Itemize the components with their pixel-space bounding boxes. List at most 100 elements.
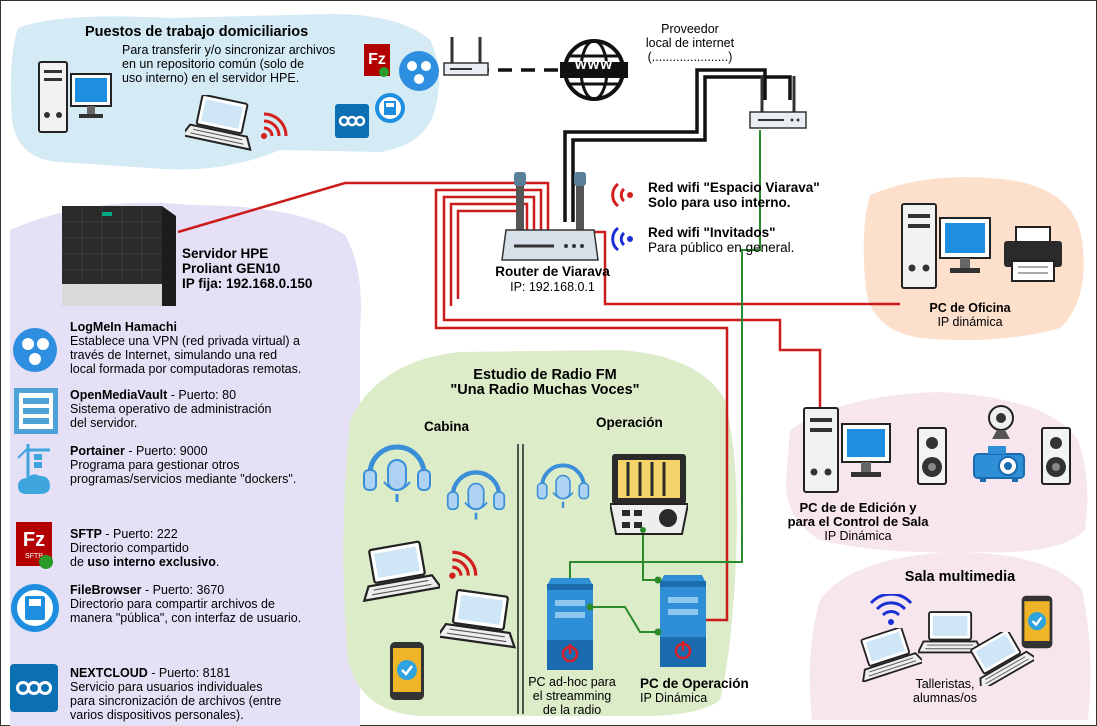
www-label: www (574, 56, 613, 73)
hamachi-icon (399, 51, 439, 91)
service-name-portainer: Portainer (70, 444, 125, 458)
adhoc-label-3: de la radio (542, 703, 602, 717)
isp-label-3: (......................) (647, 50, 733, 64)
wifi-internal-title: Red wifi "Espacio Viarava" (648, 180, 820, 195)
wifi-red-icon (611, 182, 633, 208)
service-port-filebrowser: - Puerto: 3670 (141, 583, 225, 597)
studio-operacion-label: Operación (596, 415, 663, 430)
service-name-hamachi: LogMeIn Hamachi (70, 320, 177, 334)
service-title-omv: OpenMediaVault - Puerto: 80 (70, 388, 236, 402)
studio-title-1: Estudio de Radio FM (473, 367, 617, 383)
wifi-guest-sub: Para público en general. (648, 240, 795, 255)
studio-zone (343, 350, 737, 716)
media-title: Sala multimedia (904, 569, 1016, 585)
openmediavault-icon (14, 388, 58, 434)
printer-icon (1004, 226, 1062, 282)
service-port-sftp: - Puerto: 222 (101, 527, 178, 541)
studio-divider (517, 444, 524, 714)
router-ip: IP: 192.168.0.1 (510, 280, 595, 294)
office-pc-ip: IP dinámica (937, 315, 1003, 329)
nextcloud-icon (10, 664, 58, 712)
svg-text:SFTP: SFTP (25, 553, 43, 560)
service-desc-line: para sincronización de archivos (entre (70, 694, 282, 708)
edit-pc-ip: IP Dinámica (824, 529, 892, 543)
wifi-blue-icon (611, 226, 633, 252)
server-name: Servidor HPE (182, 246, 269, 261)
home-zone (10, 14, 439, 170)
service-desc-line: Servicio para usuarios individuales (70, 680, 263, 694)
edit-pc-icon (803, 407, 891, 493)
wifi-blue-icon (870, 594, 912, 625)
edit-pc-line-1: PC de de Edición y (799, 500, 917, 515)
speaker-icon (917, 427, 947, 485)
svg-text:Fz: Fz (23, 529, 45, 551)
service-desc-line: Directorio compartido (70, 541, 189, 555)
service-port-omv: - Puerto: 80 (167, 388, 237, 402)
headset-mic-icon (536, 463, 590, 508)
server-ip: IP fija: 192.168.0.150 (182, 276, 313, 291)
sftp-suffix: . (215, 555, 220, 569)
office-pc-name: PC de Oficina (929, 301, 1011, 315)
sftp-bold: uso interno exclusivo (87, 555, 216, 569)
hamachi-icon (13, 328, 57, 372)
service-desc-line: Programa para gestionar otros (70, 458, 240, 472)
operation-pc-name: PC de Operación (640, 676, 749, 691)
service-name-filebrowser: FileBrowser (70, 583, 142, 597)
speaker-icon (1041, 427, 1071, 485)
hpe-server-icon (62, 206, 176, 306)
media-users-1: Talleristas, (915, 677, 975, 691)
service-name-omv: OpenMediaVault (70, 388, 168, 402)
service-desc-line: Directorio para compartir archivos de (70, 597, 275, 611)
service-desc-line: través de Internet, simulando una red (70, 348, 278, 362)
service-desc-line: local formada por computadoras remotas. (70, 362, 302, 376)
wan-cables (475, 68, 792, 222)
portainer-icon (17, 444, 50, 494)
service-port-portainer: - Puerto: 9000 (124, 444, 208, 458)
laptop-icon (860, 628, 922, 682)
service-title-nextcloud: NEXTCLOUD - Puerto: 8181 (70, 666, 230, 680)
service-port-nextcloud: - Puerto: 8181 (147, 666, 231, 680)
modem-router-icon (443, 37, 489, 76)
service-desc-line: programas/servicios mediante "dockers". (70, 472, 297, 486)
nextcloud-icon (335, 104, 369, 138)
studio-title-2: "Una Radio Muchas Voces" (450, 382, 640, 398)
server-zone (10, 202, 361, 726)
desktop-pc-icon (38, 61, 112, 133)
home-title: Puestos de trabajo domiciliarios (85, 24, 309, 40)
adhoc-pc-icon (547, 578, 593, 670)
filezilla-icon: Fz (364, 44, 390, 77)
wifi-internal-sub: Solo para uso interno. (648, 195, 791, 210)
projector-icon (973, 446, 1025, 482)
service-desc-line: manera "pública", con interfaz de usuari… (70, 611, 302, 625)
wifi-signal-icon (261, 112, 288, 139)
operation-pc-ip: IP Dinámica (640, 691, 708, 705)
laptop-icon (440, 588, 517, 649)
service-title-portainer: Portainer - Puerto: 9000 (70, 444, 208, 458)
service-desc-line: del servidor. (70, 416, 138, 430)
studio-cables (569, 130, 761, 633)
adhoc-label-2: el streamming (532, 689, 612, 703)
media-users-2: alumnas/os (913, 691, 977, 705)
laptop-icon (362, 540, 440, 603)
isp-label-1: Proveedor (661, 22, 719, 36)
service-desc-line: Establece una VPN (red privada virtual) … (70, 334, 300, 348)
service-desc-line: varios dispositivos personales). (70, 708, 244, 722)
operation-pc-icon (660, 575, 706, 667)
headset-mic-icon (363, 444, 431, 502)
edit-pc-line-2: para el Control de Sala (787, 514, 929, 529)
laptop-icon (918, 611, 984, 654)
filebrowser-icon (11, 584, 59, 632)
headset-mic-icon (446, 470, 506, 520)
www-globe-icon (560, 39, 628, 101)
wifi-signal-icon (449, 550, 478, 579)
server-model: Proliant GEN10 (182, 261, 281, 276)
laptop-icon (185, 95, 252, 151)
service-title-sftp: SFTP - Puerto: 222 (70, 527, 178, 541)
home-desc-2: en un repositorio común (solo de (122, 57, 305, 71)
filebrowser-icon (375, 93, 405, 123)
studio-cabina-label: Cabina (424, 419, 470, 434)
service-desc-line: de uso interno exclusivo. (70, 555, 219, 569)
service-title-filebrowser: FileBrowser - Puerto: 3670 (70, 583, 224, 597)
home-desc-1: Para transferir y/o sincronizar archivos (122, 43, 336, 57)
